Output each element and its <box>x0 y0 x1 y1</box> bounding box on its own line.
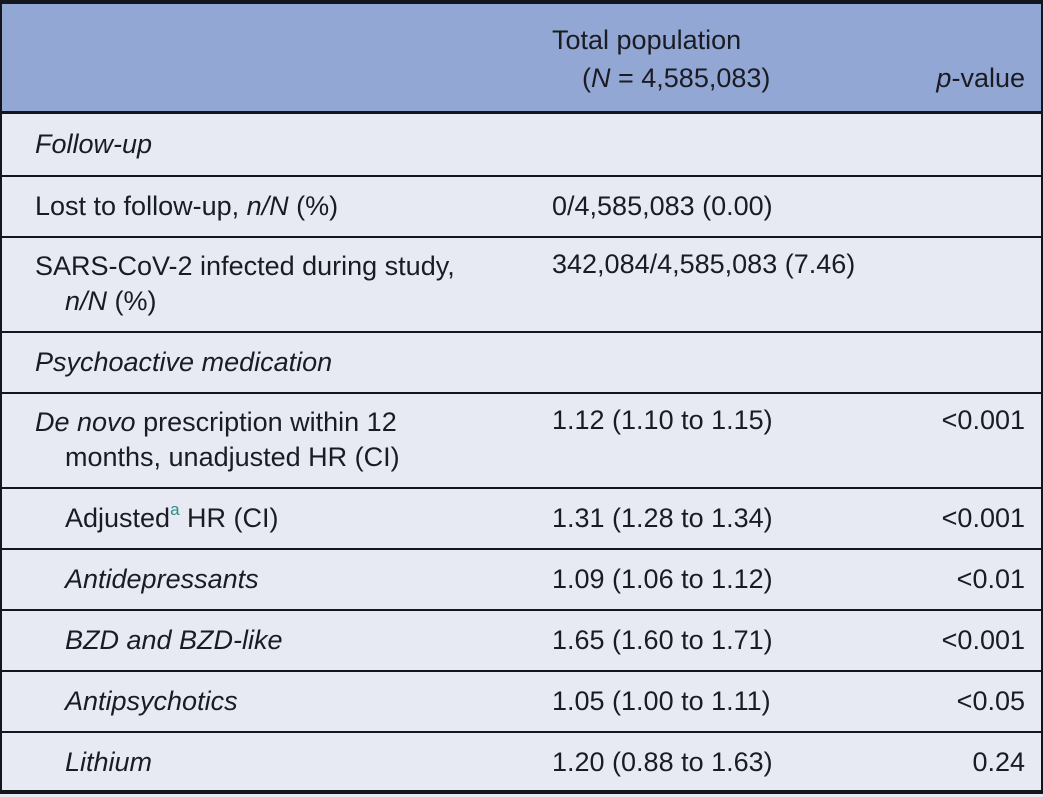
row-lost-to-follow-up: Lost to follow-up, n/N (%) 0/4,585,083 (… <box>2 175 1041 236</box>
row-p-value: <0.001 <box>941 405 1025 435</box>
footnote-marker: a <box>170 500 180 519</box>
table-header-row: Total population (N = 4,585,083) p-value <box>2 4 1041 114</box>
row-label: BZD and BZD-like <box>65 625 283 655</box>
header-total-population: Total population (N = 4,585,083) <box>552 25 771 93</box>
row-label: Lost to follow-up, n/N (%) <box>35 191 339 221</box>
row-p-value: <0.001 <box>941 625 1025 655</box>
row-de-novo-prescription: De novo prescription within 12 months, un… <box>2 392 1041 487</box>
row-lithium: Lithium 1.20 (0.88 to 1.63) 0.24 <box>2 731 1041 790</box>
row-antidepressants: Antidepressants 1.09 (1.06 to 1.12) <0.0… <box>2 548 1041 609</box>
row-label: Adjusteda HR (CI) <box>65 500 279 533</box>
row-p-value: 0.24 <box>972 747 1025 777</box>
row-adjusted-hr: Adjusteda HR (CI) 1.31 (1.28 to 1.34) <0… <box>2 487 1041 548</box>
row-value: 1.09 (1.06 to 1.12) <box>552 564 773 594</box>
row-value: 1.31 (1.28 to 1.34) <box>552 503 773 533</box>
row-sars-cov-2-infected: SARS-CoV-2 infected during study, n/N (%)… <box>2 236 1041 331</box>
row-value: 1.05 (1.00 to 1.11) <box>552 686 771 716</box>
row-follow-up-section: Follow-up <box>2 114 1041 175</box>
row-label: SARS-CoV-2 infected during study, n/N (%) <box>35 251 455 316</box>
row-label: Lithium <box>65 747 153 777</box>
row-p-value: <0.001 <box>941 503 1025 533</box>
row-label: Psychoactive medication <box>35 347 333 377</box>
row-label: Antipsychotics <box>65 686 238 716</box>
row-value: 1.20 (0.88 to 1.63) <box>552 747 773 777</box>
table-body: Follow-up Lost to follow-up, n/N (%) 0/4… <box>2 114 1041 790</box>
row-psychoactive-medication-section: Psychoactive medication <box>2 331 1041 392</box>
row-value: 0/4,585,083 (0.00) <box>552 191 773 221</box>
header-p-value: p-value <box>936 63 1025 93</box>
row-value: 1.65 (1.60 to 1.71) <box>552 625 773 655</box>
row-antipsychotics: Antipsychotics 1.05 (1.00 to 1.11) <0.05 <box>2 670 1041 731</box>
row-p-value: <0.01 <box>956 564 1025 594</box>
row-value: 1.12 (1.10 to 1.15) <box>552 405 773 435</box>
row-p-value: <0.05 <box>956 686 1025 716</box>
row-label: De novo prescription within 12 months, un… <box>35 407 400 472</box>
row-label: Follow-up <box>35 129 153 159</box>
row-bzd-and-bzd-like: BZD and BZD-like 1.65 (1.60 to 1.71) <0.… <box>2 609 1041 670</box>
row-label: Antidepressants <box>65 564 259 594</box>
row-value: 342,084/4,585,083 (7.46) <box>552 249 856 279</box>
